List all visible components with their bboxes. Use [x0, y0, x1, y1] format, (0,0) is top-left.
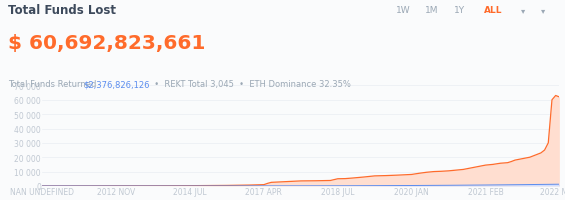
Text: 1W: 1W [396, 6, 410, 15]
Text: 1M: 1M [425, 6, 438, 15]
Text: 1Y: 1Y [454, 6, 466, 15]
Text: ▾: ▾ [541, 6, 546, 15]
Text: •  REKT Total 3,045  •  ETH Dominance 32.35%: • REKT Total 3,045 • ETH Dominance 32.35… [149, 80, 350, 89]
Text: $2,376,826,126: $2,376,826,126 [84, 80, 150, 89]
Text: Total Funds Lost: Total Funds Lost [8, 4, 116, 17]
Text: ALL: ALL [484, 6, 502, 15]
Text: $ 60,692,823,661: $ 60,692,823,661 [8, 34, 206, 53]
Text: Total Funds Returned: Total Funds Returned [8, 80, 99, 89]
Text: ▾: ▾ [521, 6, 525, 15]
